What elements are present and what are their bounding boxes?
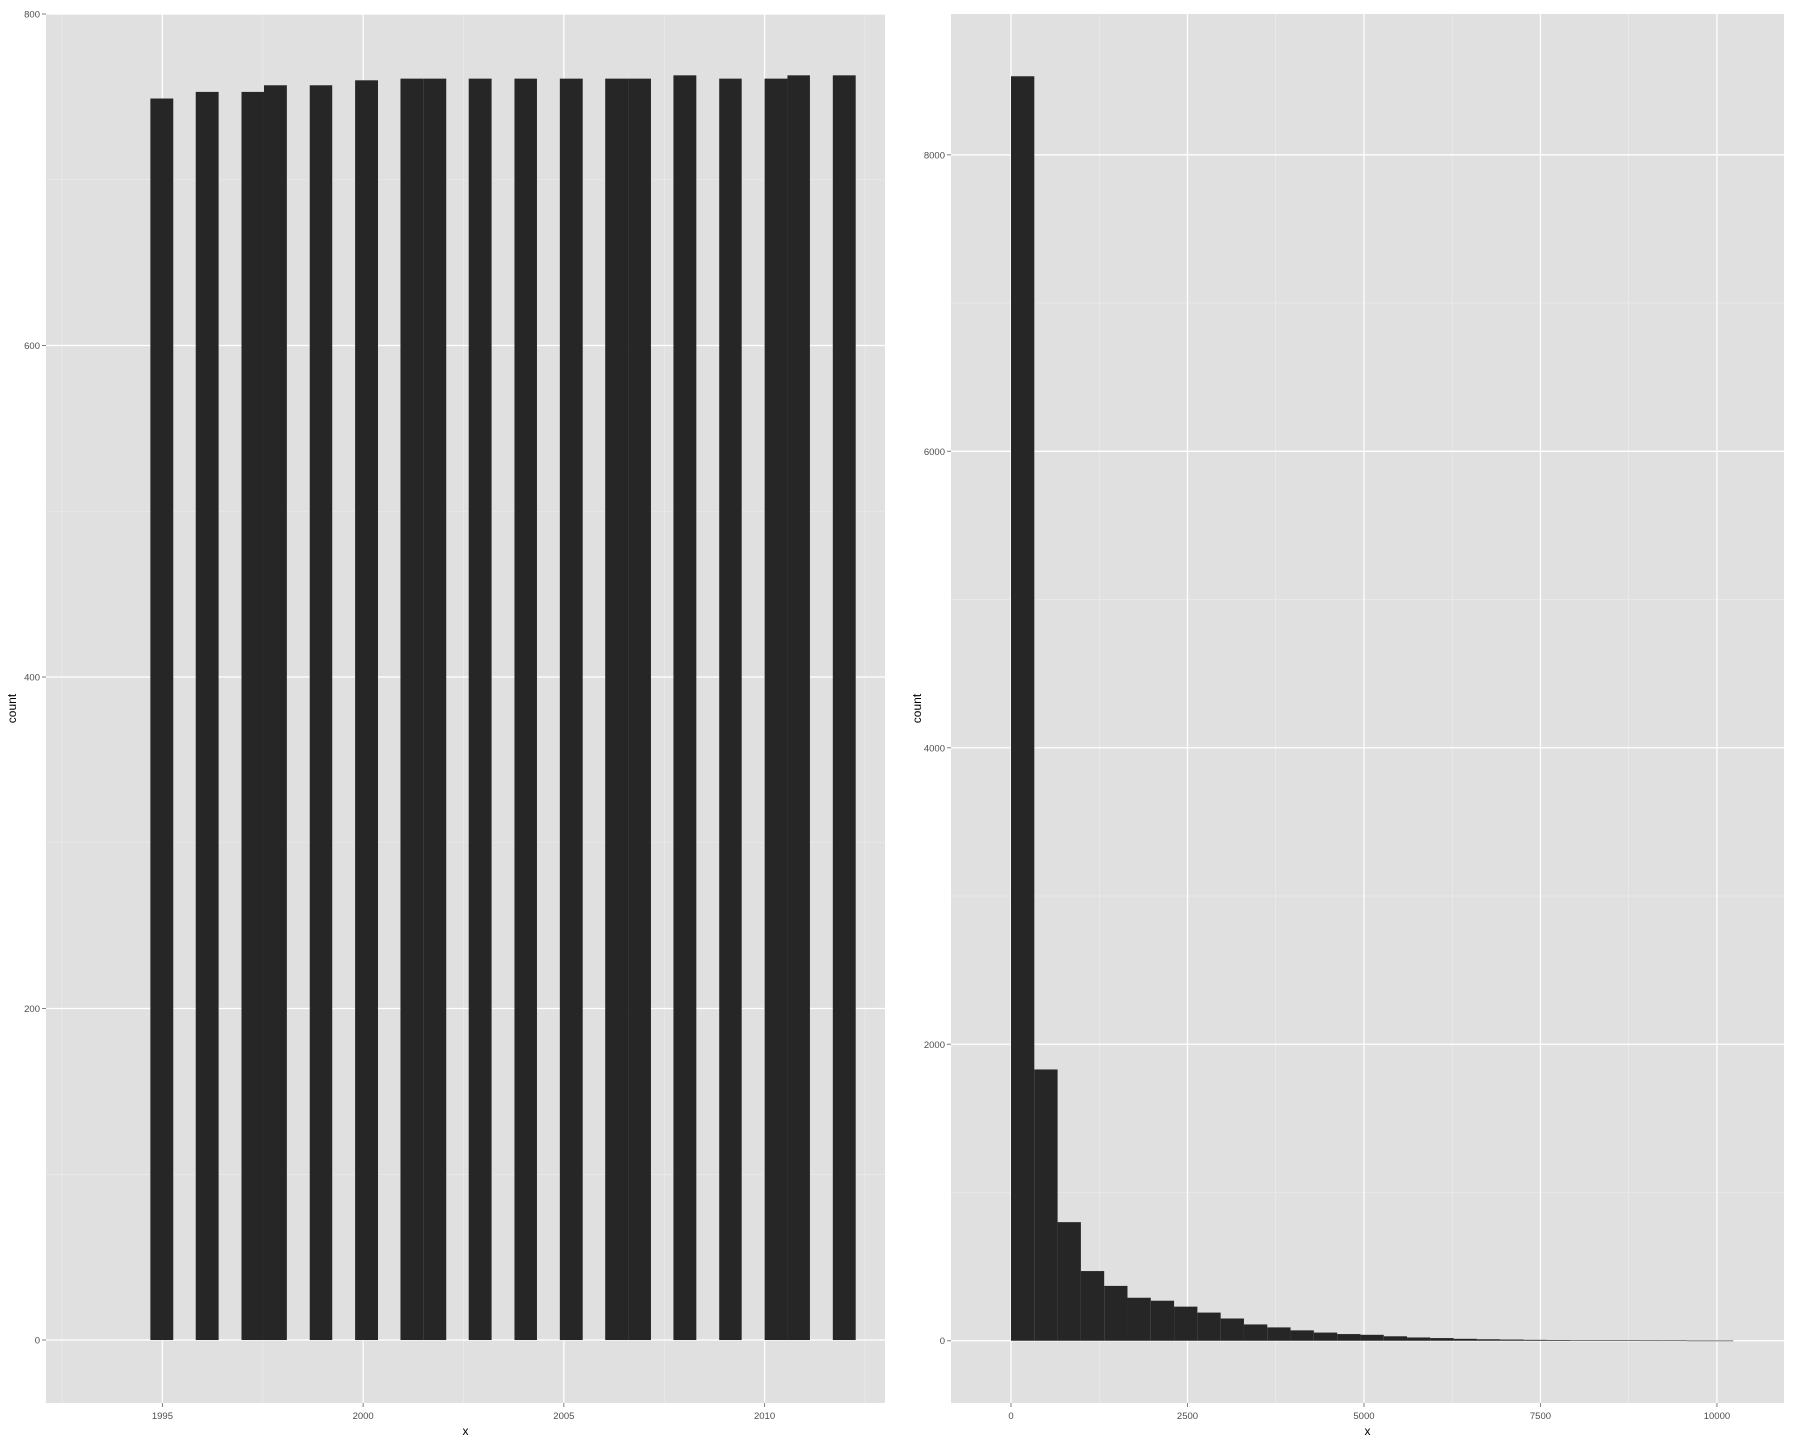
histogram-bar [423,78,447,1341]
histogram-bar [1337,1334,1361,1341]
histogram-bar [400,78,424,1341]
histogram-bar [1500,1339,1524,1341]
x-axis-title: x [1365,1424,1371,1438]
histogram-bar [1197,1312,1221,1341]
x-axis-title: x [463,1424,469,1438]
y-tick-label: 0 [35,1336,40,1347]
histogram-bar [355,80,378,1341]
right-histogram: 0 2500 5000 7500 10000 0 2000 4000 6000 8000 x coun… [910,14,1784,1438]
histogram-bar [263,85,287,1341]
histogram-bar [628,78,651,1341]
histogram-bar [1057,1222,1081,1341]
histogram-bar [1570,1340,1594,1341]
histogram-bar [1663,1340,1687,1342]
y-axis-title: count [910,693,924,723]
histogram-bar [719,78,742,1341]
histogram-bar [1267,1327,1291,1341]
histogram-bar [1476,1339,1501,1341]
histogram-bar [1407,1337,1431,1341]
histogram-bar [1686,1340,1710,1342]
histogram-bar [241,91,264,1341]
left-histogram: 1995 2000 2005 2010 0 200 400 600 800 x count [5,10,885,1438]
panel-background [951,14,1784,1403]
histogram-bar [1453,1338,1477,1341]
y-tick-label: 6000 [924,447,945,458]
histogram-bar [1080,1271,1105,1341]
histogram-bar [1011,76,1035,1341]
histogram-bar [1546,1339,1571,1341]
histogram-bar [1174,1306,1198,1341]
x-tick-label: 2005 [553,1411,574,1422]
histogram-bar [764,78,788,1341]
y-tick-label: 800 [24,10,40,21]
y-tick-label: 400 [24,673,40,684]
histogram-bar [1313,1332,1338,1341]
x-tick-label: 5000 [1353,1411,1374,1422]
histogram-bar [1709,1340,1734,1342]
y-tick-label: 4000 [924,743,945,754]
histogram-bar [1616,1340,1640,1341]
histogram-bar [1034,1069,1058,1341]
histogram-bar [468,78,492,1341]
histogram-bar [195,91,219,1341]
histogram-bar [559,78,583,1341]
y-axis-title: count [5,693,19,723]
histogram-bar [150,98,174,1341]
y-tick-label: 8000 [924,150,945,161]
histogram-bar [1290,1330,1314,1341]
y-tick-label: 0 [940,1336,945,1347]
x-tick-label: 1995 [152,1411,173,1422]
histogram-bar [1127,1297,1151,1341]
x-tick-label: 2000 [353,1411,374,1422]
y-tick-label: 200 [24,1004,40,1015]
histogram-bar [1639,1340,1664,1342]
y-tick-label: 2000 [924,1040,945,1051]
y-tick-label: 600 [24,341,40,352]
histogram-bar [1430,1338,1454,1341]
histogram-bar [1593,1340,1617,1341]
panel-background [46,14,885,1403]
histogram-bar [787,75,810,1341]
x-tick-label: 10000 [1704,1411,1730,1422]
histogram-bar [605,78,629,1341]
histogram-bar [673,75,697,1341]
histogram-bar [1150,1300,1175,1341]
histogram-bar [1104,1285,1128,1341]
histogram-bar [1523,1339,1547,1341]
x-tick-label: 0 [1008,1411,1013,1422]
histogram-bar [309,85,333,1341]
histogram-bar [832,75,856,1341]
histogram-bar [1220,1318,1244,1341]
histogram-bar [1243,1324,1268,1341]
x-tick-label: 2500 [1177,1411,1198,1422]
histogram-bar [514,78,537,1341]
x-tick-label: 2010 [754,1411,775,1422]
histogram-bar [1383,1336,1408,1341]
histogram-bar [1360,1334,1384,1341]
x-tick-label: 7500 [1530,1411,1551,1422]
